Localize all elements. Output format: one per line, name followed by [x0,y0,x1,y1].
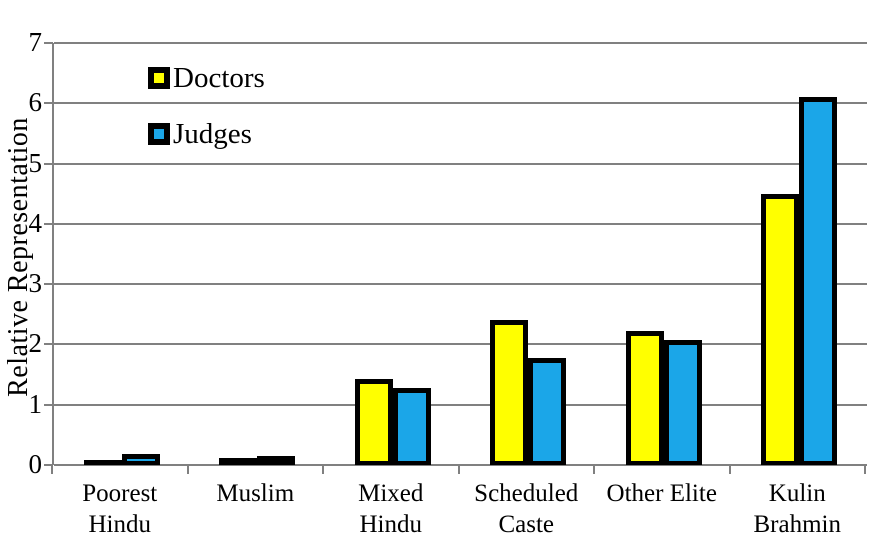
bar-fill [126,459,155,461]
legend-swatch-icon [148,67,170,89]
bar-doctors-2 [219,458,258,465]
y-tick-label: 0 [28,449,43,479]
y-tick-label: 2 [28,328,43,359]
bar-doctors-3 [354,379,393,465]
y-tick-mark [44,162,53,165]
gridline-7 [54,42,867,44]
bar-fill [495,325,524,461]
gridline-1 [54,403,867,406]
x-category-label: Mixed Hindu [358,480,424,538]
gridline-4 [54,222,867,225]
x-category-label: Poorest Hindu [82,480,158,538]
bar-doctors-6 [761,194,800,465]
x-category-label: Kulin Brahmin [753,480,842,538]
x-category-label: Scheduled Caste [474,480,579,538]
bar-fill [630,336,659,461]
y-tick-mark [44,42,53,44]
x-tick-mark [457,465,460,474]
y-tick-label: 7 [28,27,43,57]
plot-area [52,42,867,466]
legend-label: Judges [173,118,252,150]
y-tick-label: 5 [28,147,43,178]
bar-judges-4 [528,358,567,465]
x-tick-mark [593,465,595,474]
bar-fill [533,363,562,461]
bar-doctors-1 [83,460,122,465]
x-tick-mark [728,465,731,474]
bar-judges-6 [799,97,838,465]
y-tick-mark [44,403,53,406]
gridline-6 [54,102,867,105]
y-tick-label: 6 [28,87,43,118]
bar-doctors-5 [625,331,664,465]
legend-item-judges: Judges [148,119,265,149]
gridline-0 [54,464,867,466]
y-tick-mark [44,464,53,466]
y-tick-mark [44,283,53,286]
legend-label: Doctors [173,62,265,94]
gridline-5 [54,162,867,165]
bar-doctors-4 [490,320,529,465]
x-tick-mark [186,465,189,474]
y-tick-mark [44,222,53,225]
bar-fill [766,199,795,461]
gridline-3 [54,283,867,286]
y-tick-label: 4 [28,207,43,238]
x-tick-mark [322,465,324,474]
bar-judges-1 [121,454,160,465]
x-tick-mark [864,465,866,474]
legend-item-doctors: Doctors [148,63,265,93]
bar-judges-2 [257,456,296,465]
y-tick-mark [44,343,53,346]
bar-fill [397,393,426,461]
x-category-label: Other Elite [606,480,717,507]
bar-judges-3 [392,388,431,465]
legend-swatch-icon [148,123,170,145]
y-tick-mark [44,102,53,105]
legend: Doctors Judges [148,63,265,149]
bar-fill [668,345,697,461]
y-tick-label: 1 [28,388,43,419]
y-tick-label: 3 [28,268,43,299]
bar-fill [804,102,833,461]
x-tick-mark [51,465,53,474]
bar-fill [359,384,388,461]
bar-judges-5 [663,340,702,465]
x-category-label: Muslim [216,480,295,507]
gridline-2 [54,343,867,346]
